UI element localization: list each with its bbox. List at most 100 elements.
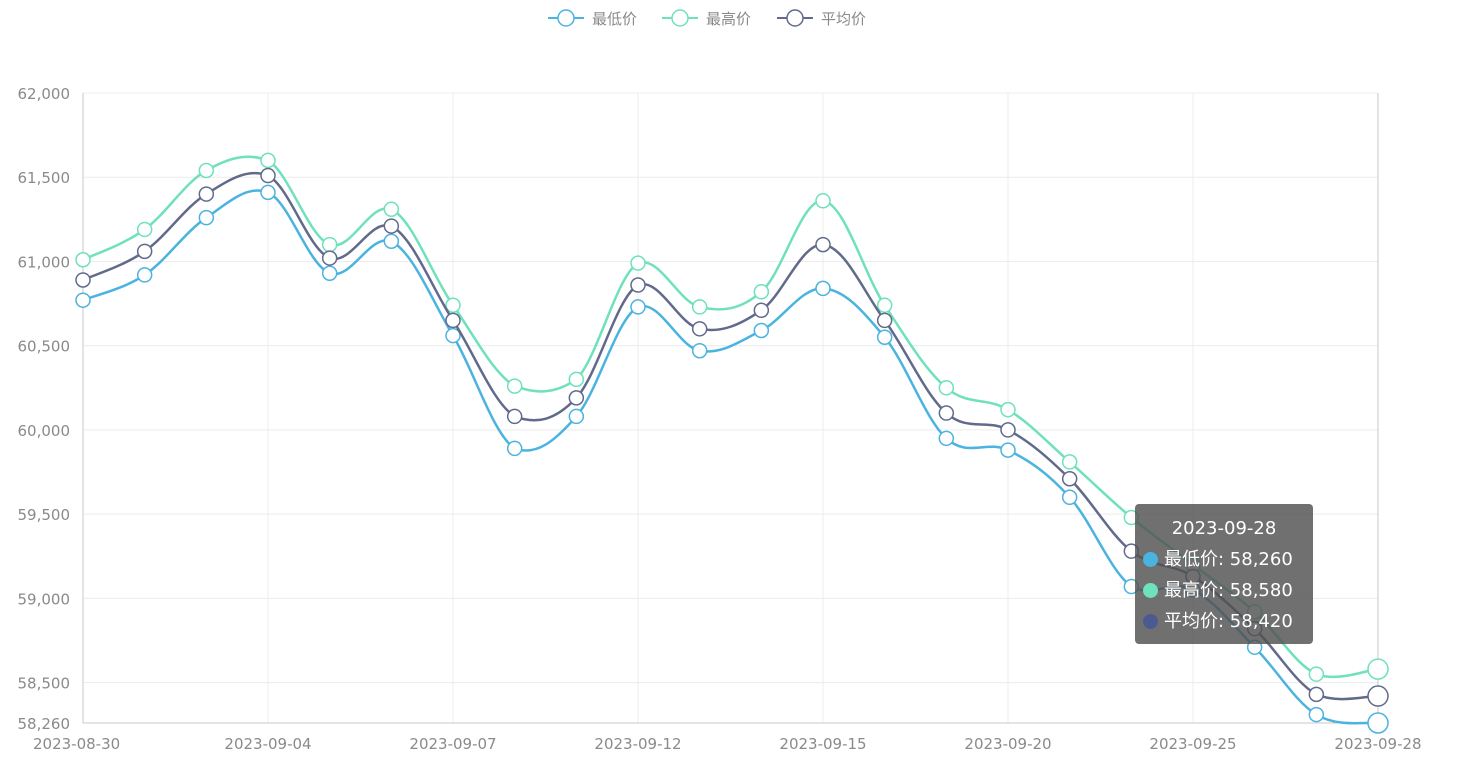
data-point	[753, 302, 770, 319]
data-point	[321, 250, 338, 266]
tooltip-row-max-label: 最高价: 58,580	[1164, 580, 1293, 601]
y-tick-label: 61,500	[18, 169, 71, 187]
data-point	[506, 440, 523, 457]
x-tick-label: 2023-09-12	[594, 735, 681, 753]
data-point	[568, 390, 585, 406]
legend-label: 最高价	[706, 10, 751, 28]
series-min-price	[75, 184, 1389, 734]
x-tick-label: 2023-09-20	[964, 735, 1051, 753]
tooltip-row-avg-label: 平均价: 58,420	[1164, 611, 1293, 632]
data-point	[1367, 658, 1389, 680]
legend-item-max[interactable]: 最高价	[662, 9, 751, 28]
tooltip-dot-min	[1143, 552, 1158, 567]
series-avg-price	[75, 167, 1389, 707]
legend-label: 平均价	[821, 10, 866, 28]
data-point	[1367, 712, 1389, 734]
legend-label: 最低价	[592, 10, 637, 28]
data-point	[75, 252, 91, 268]
data-point	[445, 327, 461, 344]
data-point	[1061, 454, 1078, 470]
x-tick-label: 2023-09-04	[224, 735, 311, 753]
legend[interactable]: 最低价 最高价 平均价	[548, 9, 866, 28]
tooltip-dot-max	[1143, 583, 1158, 598]
data-point	[136, 243, 153, 260]
data-point	[938, 430, 955, 447]
x-tick-label: 2023-09-15	[779, 735, 866, 753]
data-point	[753, 322, 770, 339]
y-tick-label: 59,000	[18, 590, 71, 608]
data-point	[1308, 666, 1325, 682]
y-tick-label: 58,260	[18, 715, 71, 733]
data-point	[753, 284, 770, 300]
data-point	[691, 299, 708, 315]
data-point	[445, 297, 461, 313]
data-point	[1000, 422, 1016, 438]
data-point	[876, 312, 893, 329]
data-point	[75, 292, 91, 308]
data-point	[630, 255, 646, 271]
data-point	[568, 371, 585, 388]
data-point	[383, 218, 400, 234]
data-point	[815, 236, 831, 253]
data-point	[815, 280, 831, 297]
x-tick-label: 2023-09-28	[1334, 735, 1421, 753]
data-point	[938, 405, 955, 421]
data-point	[630, 277, 646, 293]
tooltip-row-min: 最低价: 58,260	[1143, 544, 1313, 575]
y-tick-label: 60,500	[18, 338, 71, 356]
data-point	[1367, 685, 1389, 707]
series-lines	[75, 152, 1389, 734]
data-point	[1000, 401, 1016, 418]
data-point	[1000, 442, 1016, 458]
chart-tooltip: 2023-09-28 最低价: 58,260 最高价: 58,580 平均价: …	[1135, 504, 1313, 644]
x-tick-label: 2023-09-25	[1149, 735, 1236, 753]
axes: 62,000 61,500 61,000 60,500 60,000 59,500 59,0…	[18, 85, 1422, 753]
data-point	[198, 162, 215, 179]
data-point	[1308, 686, 1325, 703]
data-point	[691, 321, 708, 337]
data-point	[1061, 470, 1078, 487]
data-point	[383, 233, 400, 249]
legend-item-min[interactable]: 最低价	[548, 9, 637, 28]
data-point	[136, 221, 153, 238]
tooltip-dot-avg	[1143, 614, 1158, 629]
data-point	[1308, 706, 1325, 723]
y-tick-label: 60,000	[18, 422, 71, 440]
data-point	[198, 209, 215, 226]
data-point	[198, 186, 215, 202]
data-point	[630, 299, 646, 315]
data-point	[938, 380, 955, 396]
y-tick-label: 62,000	[18, 85, 71, 103]
data-point	[691, 342, 708, 359]
y-tick-label: 58,500	[18, 675, 71, 693]
legend-marker	[786, 9, 804, 27]
legend-marker	[557, 9, 575, 27]
data-point	[260, 167, 276, 184]
data-point	[136, 267, 153, 283]
data-point	[506, 378, 523, 394]
y-tick-label: 59,500	[18, 506, 71, 524]
x-tick-label: 2023-08-30	[33, 735, 120, 753]
tooltip-title: 2023-09-28	[1171, 518, 1277, 539]
data-point	[321, 236, 338, 253]
x-tick-label: 2023-09-07	[409, 735, 496, 753]
data-point	[445, 312, 461, 329]
data-point	[1061, 489, 1078, 506]
tooltip-row-max: 最高价: 58,580	[1143, 575, 1313, 606]
data-point	[321, 265, 338, 281]
data-point	[568, 408, 585, 425]
data-point	[260, 184, 276, 201]
data-point	[75, 272, 91, 288]
tooltip-row-avg: 平均价: 58,420	[1143, 606, 1313, 637]
data-point	[260, 152, 276, 169]
data-point	[383, 201, 400, 217]
legend-item-avg[interactable]: 平均价	[777, 9, 866, 28]
data-point	[876, 297, 893, 313]
data-point	[815, 193, 831, 209]
legend-marker	[671, 9, 689, 27]
data-point	[876, 329, 893, 346]
y-tick-label: 61,000	[18, 253, 71, 271]
tooltip-row-min-label: 最低价: 58,260	[1164, 549, 1293, 570]
data-point	[506, 408, 523, 425]
